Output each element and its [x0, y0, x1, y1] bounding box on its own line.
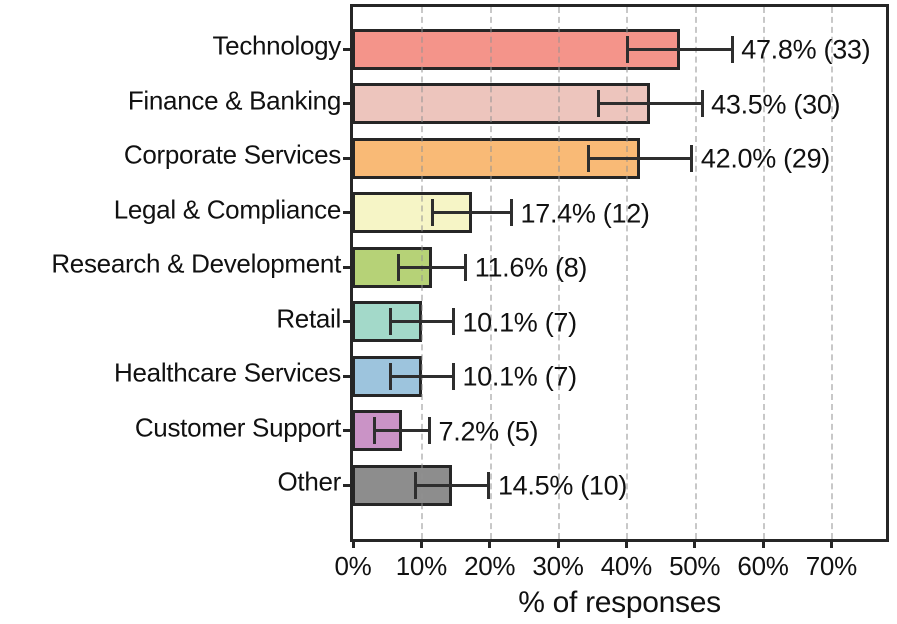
y-axis-category-labels: Technology Finance & Banking Corporate Ser… — [0, 4, 341, 536]
bar — [353, 192, 472, 233]
x-axis-tick — [693, 539, 697, 548]
error-cap-high — [510, 199, 514, 226]
error-cap-low — [596, 90, 600, 117]
x-axis-tick — [351, 539, 355, 548]
bar-value-label: 47.8% (33) — [741, 34, 871, 65]
x-axis-tick-label: 10% — [395, 551, 447, 581]
x-axis-tick — [624, 539, 628, 548]
gridline-60 — [763, 7, 765, 539]
gridline-10 — [421, 7, 424, 539]
error-cap-low — [389, 308, 393, 335]
bar — [353, 355, 423, 397]
gridlines-layer — [353, 7, 886, 539]
bar — [353, 246, 433, 288]
error-bar — [390, 320, 454, 323]
x-axis-tick — [419, 539, 423, 548]
gridline-50 — [694, 7, 697, 539]
error-bar — [432, 211, 512, 214]
x-axis-tick-label: 20% — [464, 551, 516, 581]
x-axis-tick-label: 0% — [334, 551, 372, 581]
error-cap-high — [730, 35, 734, 63]
x-axis-tick — [761, 539, 765, 548]
error-cap-high — [428, 417, 432, 444]
error-cap-low — [373, 417, 377, 444]
error-bar — [588, 156, 692, 160]
bar — [353, 410, 403, 451]
error-cap-low — [397, 253, 401, 281]
error-bar — [415, 483, 489, 487]
x-axis-ticks: 0% 10% 20% 30% 40% 50% 60% 70% — [335, 539, 886, 624]
gridline-70 — [831, 7, 834, 539]
category-label: Healthcare Services — [114, 357, 341, 388]
x-axis-tick-label: 40% — [600, 551, 652, 581]
error-bar — [598, 102, 703, 105]
y-axis-tick — [343, 429, 350, 432]
category-label: Other — [277, 466, 341, 497]
error-cap-low — [625, 35, 629, 63]
x-axis-tick-label: 70% — [805, 551, 857, 581]
error-bar — [390, 374, 454, 378]
category-label: Legal & Compliance — [113, 194, 342, 224]
bar-value-label: 43.5% (30) — [711, 89, 841, 119]
x-axis-tick — [488, 539, 492, 548]
bar-value-label: 10.1% (7) — [462, 307, 577, 337]
bar — [353, 28, 680, 70]
category-label: Customer Support — [134, 412, 341, 442]
error-bar — [627, 47, 733, 51]
category-label: Technology — [212, 30, 341, 61]
y-axis-tick — [343, 156, 350, 160]
value-labels-layer: 47.8% (33) 43.5% (30) 42.0% (29) 17.4% (12)… — [353, 7, 886, 539]
bar — [353, 137, 640, 179]
error-cap-low — [413, 471, 417, 499]
bar — [353, 464, 453, 506]
bar-value-label: 17.4% (12) — [520, 198, 650, 228]
error-cap-high — [464, 253, 468, 281]
bar-value-label: 14.5% (10) — [497, 470, 628, 501]
error-bar — [398, 265, 466, 269]
x-axis-title: % of responses — [518, 586, 721, 619]
x-axis-tick-label: 50% — [669, 551, 721, 581]
y-axis-tick — [343, 102, 350, 105]
bar — [353, 83, 651, 124]
error-cap-high — [451, 308, 455, 335]
y-axis-tick — [343, 265, 350, 269]
bar-value-label: 7.2% (5) — [438, 416, 539, 446]
category-label: Finance & Banking — [127, 85, 341, 115]
bar-value-label: 42.0% (29) — [700, 143, 830, 174]
category-label: Research & Development — [51, 248, 341, 279]
error-cap-high — [451, 362, 455, 390]
error-cap-high — [700, 90, 704, 117]
bar-value-label: 10.1% (7) — [462, 361, 577, 392]
y-axis-tick — [343, 374, 350, 378]
x-axis-tick-label: 30% — [532, 551, 584, 581]
category-label: Corporate Services — [123, 139, 341, 170]
y-axis-tick — [343, 320, 350, 323]
error-cap-high — [690, 144, 694, 172]
plot-area: 47.8% (33) 43.5% (30) 42.0% (29) 17.4% (12)… — [350, 4, 889, 542]
bars-layer — [353, 7, 886, 539]
bar-value-label: 11.6% (8) — [474, 252, 588, 283]
y-axis-tick — [343, 211, 350, 214]
gridline-40 — [626, 7, 629, 539]
x-axis-tick-label: 60% — [737, 551, 789, 581]
y-axis-tick — [343, 47, 350, 51]
error-cap-low — [586, 144, 590, 172]
bar — [353, 301, 423, 342]
error-bar — [374, 429, 430, 432]
error-cap-high — [487, 471, 491, 499]
y-axis-tick — [343, 483, 350, 487]
error-cap-low — [389, 362, 393, 390]
gridline-30 — [558, 7, 560, 539]
x-axis-tick — [556, 539, 560, 548]
error-cap-low — [430, 199, 434, 226]
gridline-20 — [489, 7, 492, 539]
category-label: Retail — [276, 303, 341, 333]
error-bars-layer — [353, 7, 886, 539]
x-axis-tick — [829, 539, 833, 548]
